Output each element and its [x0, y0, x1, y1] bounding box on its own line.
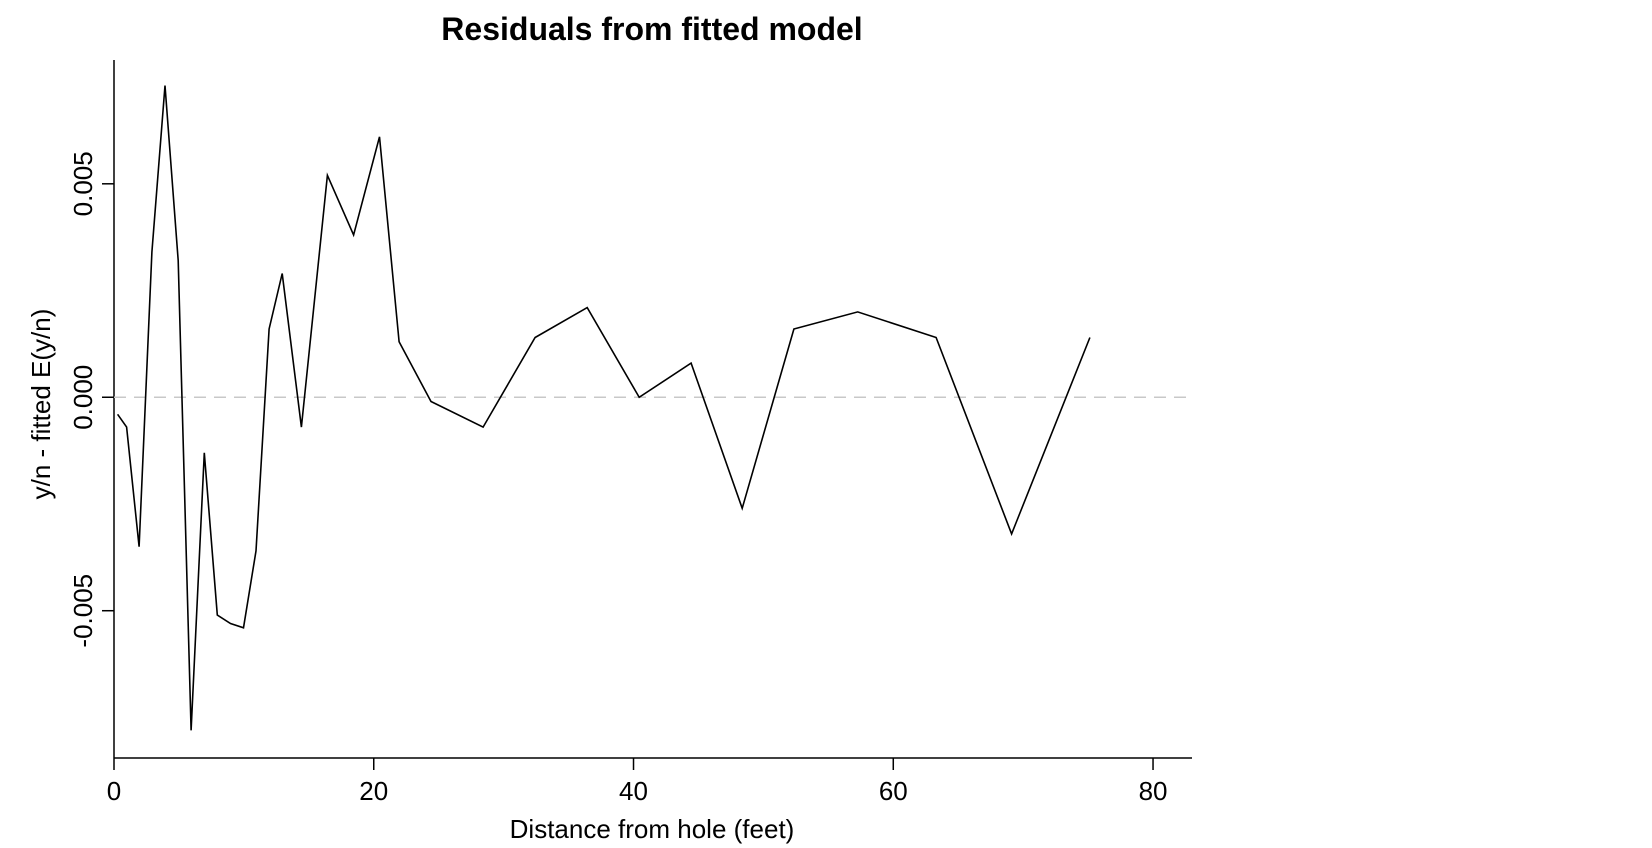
y-axis-label: y/n - fitted E(y/n) — [26, 309, 56, 500]
y-tick-label: 0.005 — [68, 151, 98, 216]
x-tick-label: 80 — [1139, 776, 1168, 806]
x-tick-label: 0 — [107, 776, 121, 806]
axes: 0 20 40 60 80 -0.005 0.000 0.005 — [68, 60, 1192, 806]
x-tick-label: 40 — [619, 776, 648, 806]
y-tick-label: 0.000 — [68, 365, 98, 430]
residual-series-line — [116, 85, 1091, 731]
x-tick-label: 20 — [359, 776, 388, 806]
x-tick-label: 60 — [879, 776, 908, 806]
y-tick-label: -0.005 — [68, 574, 98, 648]
chart-title: Residuals from fitted model — [441, 11, 862, 47]
x-axis-label: Distance from hole (feet) — [510, 814, 795, 844]
